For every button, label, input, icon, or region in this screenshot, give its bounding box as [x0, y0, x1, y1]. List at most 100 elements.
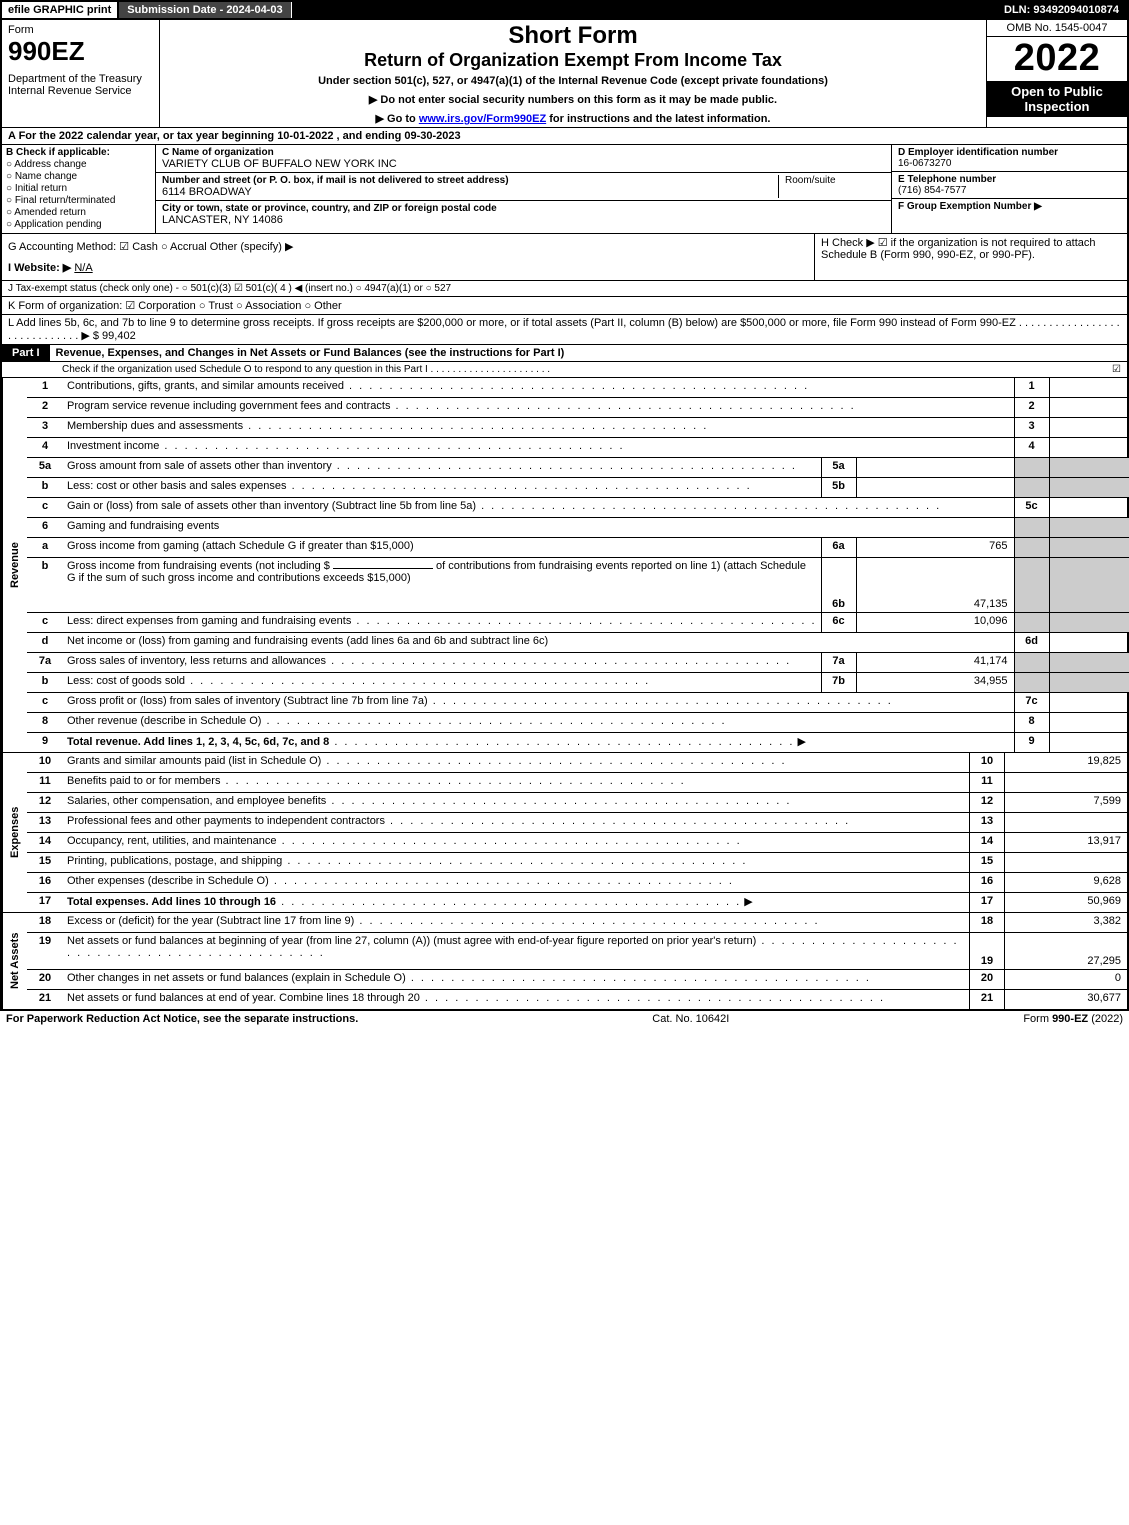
val-1: [1050, 378, 1129, 397]
line-17: 17Total expenses. Add lines 10 through 1…: [27, 893, 1127, 912]
val-11: [1005, 773, 1127, 792]
val-13: [1005, 813, 1127, 832]
line-6d: dNet income or (loss) from gaming and fu…: [27, 633, 1129, 653]
dln-number: DLN: 93492094010874: [996, 2, 1127, 18]
line-11: 11Benefits paid to or for members11: [27, 773, 1127, 793]
revenue-side-label: Revenue: [2, 378, 27, 752]
ein-value: 16-0673270: [898, 158, 1121, 169]
line-a: A For the 2022 calendar year, or tax yea…: [2, 128, 1127, 145]
val-6c: 10,096: [857, 613, 1014, 632]
line-6c: cLess: direct expenses from gaming and f…: [27, 613, 1129, 633]
e-label: E Telephone number: [898, 174, 1121, 185]
c-name-label: C Name of organization: [162, 147, 885, 158]
section-def: D Employer identification number 16-0673…: [891, 145, 1127, 233]
line-5a: 5aGross amount from sale of assets other…: [27, 458, 1129, 478]
chk-initial-return[interactable]: Initial return: [6, 183, 151, 194]
form-label: Form: [8, 24, 153, 36]
section-bcdef: B Check if applicable: Address change Na…: [2, 145, 1127, 234]
expenses-table: Expenses 10Grants and similar amounts pa…: [2, 753, 1127, 913]
row-l: L Add lines 5b, 6c, and 7b to line 9 to …: [2, 315, 1127, 345]
line-1: 1Contributions, gifts, grants, and simil…: [27, 378, 1129, 398]
val-6a: 765: [857, 538, 1014, 557]
org-name: VARIETY CLUB OF BUFFALO NEW YORK INC: [162, 158, 885, 170]
val-17: 50,969: [1005, 893, 1127, 912]
part1-title: Revenue, Expenses, and Changes in Net As…: [50, 345, 1127, 361]
line-14: 14Occupancy, rent, utilities, and mainte…: [27, 833, 1127, 853]
val-2: [1050, 398, 1129, 417]
val-21: 30,677: [1005, 990, 1127, 1009]
form-body: Form 990EZ Department of the TreasuryInt…: [0, 20, 1129, 1011]
cat-no: Cat. No. 10642I: [652, 1013, 729, 1025]
line-6a: aGross income from gaming (attach Schedu…: [27, 538, 1129, 558]
val-7a: 41,174: [857, 653, 1014, 672]
form-no: Form 990-EZ (2022): [1023, 1013, 1123, 1025]
line-21: 21Net assets or fund balances at end of …: [27, 990, 1127, 1009]
line-6: 6Gaming and fundraising events: [27, 518, 1129, 538]
row-g: G Accounting Method: ☑ Cash ○ Accrual Ot…: [8, 236, 808, 257]
header-right: OMB No. 1545-0047 2022 Open to Public In…: [986, 20, 1127, 127]
b-title: B Check if applicable:: [6, 147, 151, 158]
val-15: [1005, 853, 1127, 872]
chk-address-change[interactable]: Address change: [6, 159, 151, 170]
part1-header: Part I Revenue, Expenses, and Changes in…: [2, 345, 1127, 362]
website-value: N/A: [74, 262, 92, 274]
part1-check[interactable]: ☑: [1112, 364, 1121, 375]
line-18: 18Excess or (deficit) for the year (Subt…: [27, 913, 1127, 933]
line-3: 3Membership dues and assessments32,520: [27, 418, 1129, 438]
org-address: 6114 BROADWAY: [162, 186, 778, 198]
row-gh: G Accounting Method: ☑ Cash ○ Accrual Ot…: [2, 234, 1127, 281]
page-footer: For Paperwork Reduction Act Notice, see …: [0, 1011, 1129, 1027]
submission-date: Submission Date - 2024-04-03: [119, 2, 291, 18]
part1-sub: Check if the organization used Schedule …: [2, 362, 1127, 378]
line-5b: bLess: cost or other basis and sales exp…: [27, 478, 1129, 498]
form-number: 990EZ: [8, 36, 153, 67]
val-6b: 47,135: [857, 558, 1014, 612]
f-label: F Group Exemption Number ▶: [898, 201, 1121, 212]
efile-print-button[interactable]: efile GRAPHIC print: [2, 2, 119, 18]
line-6b: bGross income from fundraising events (n…: [27, 558, 1129, 613]
line-19: 19Net assets or fund balances at beginni…: [27, 933, 1127, 970]
line-13: 13Professional fees and other payments t…: [27, 813, 1127, 833]
form-header: Form 990EZ Department of the TreasuryInt…: [2, 20, 1127, 128]
section-b: B Check if applicable: Address change Na…: [2, 145, 156, 233]
val-9: 54,351: [1050, 733, 1129, 752]
line-4: 4Investment income42,300: [27, 438, 1129, 458]
chk-application-pending[interactable]: Application pending: [6, 219, 151, 230]
netassets-table: Net Assets 18Excess or (deficit) for the…: [2, 913, 1127, 1009]
chk-final-return[interactable]: Final return/terminated: [6, 195, 151, 206]
row-i: I Website: ▶ N/A: [8, 257, 808, 278]
title-short-form: Short Form: [166, 22, 980, 50]
header-center: Short Form Return of Organization Exempt…: [160, 20, 986, 127]
note-goto: ▶ Go to www.irs.gov/Form990EZ for instru…: [166, 112, 980, 125]
department-label: Department of the TreasuryInternal Reven…: [8, 73, 153, 97]
val-12: 7,599: [1005, 793, 1127, 812]
val-4: 2,300: [1050, 438, 1129, 457]
section-c: C Name of organization VARIETY CLUB OF B…: [156, 145, 891, 233]
line-5c: cGain or (loss) from sale of assets othe…: [27, 498, 1129, 518]
paperwork-notice: For Paperwork Reduction Act Notice, see …: [6, 1013, 358, 1025]
line-2: 2Program service revenue including gover…: [27, 398, 1129, 418]
expenses-side-label: Expenses: [2, 753, 27, 912]
val-20: 0: [1005, 970, 1127, 989]
note-ssn: ▶ Do not enter social security numbers o…: [166, 93, 980, 106]
line-7c: cGross profit or (loss) from sales of in…: [27, 693, 1129, 713]
line-8: 8Other revenue (describe in Schedule O)8…: [27, 713, 1129, 733]
row-j: J Tax-exempt status (check only one) - ○…: [2, 281, 1127, 297]
part1-tag: Part I: [2, 345, 50, 361]
line-20: 20Other changes in net assets or fund ba…: [27, 970, 1127, 990]
val-5c: [1050, 498, 1129, 517]
val-6d: 37,804: [1050, 633, 1129, 652]
val-7b: 34,955: [857, 673, 1014, 692]
row-k: K Form of organization: ☑ Corporation ○ …: [2, 297, 1127, 315]
line-7b: bLess: cost of goods sold7b34,955: [27, 673, 1129, 693]
line-10: 10Grants and similar amounts paid (list …: [27, 753, 1127, 773]
irs-link[interactable]: www.irs.gov/Form990EZ: [419, 113, 546, 125]
val-8: 5,508: [1050, 713, 1129, 732]
val-18: 3,382: [1005, 913, 1127, 932]
subtitle: Under section 501(c), 527, or 4947(a)(1)…: [166, 75, 980, 87]
phone-value: (716) 854-7577: [898, 185, 1121, 196]
chk-name-change[interactable]: Name change: [6, 171, 151, 182]
tax-year: 2022: [987, 37, 1127, 81]
header-left: Form 990EZ Department of the TreasuryInt…: [2, 20, 160, 127]
chk-amended-return[interactable]: Amended return: [6, 207, 151, 218]
